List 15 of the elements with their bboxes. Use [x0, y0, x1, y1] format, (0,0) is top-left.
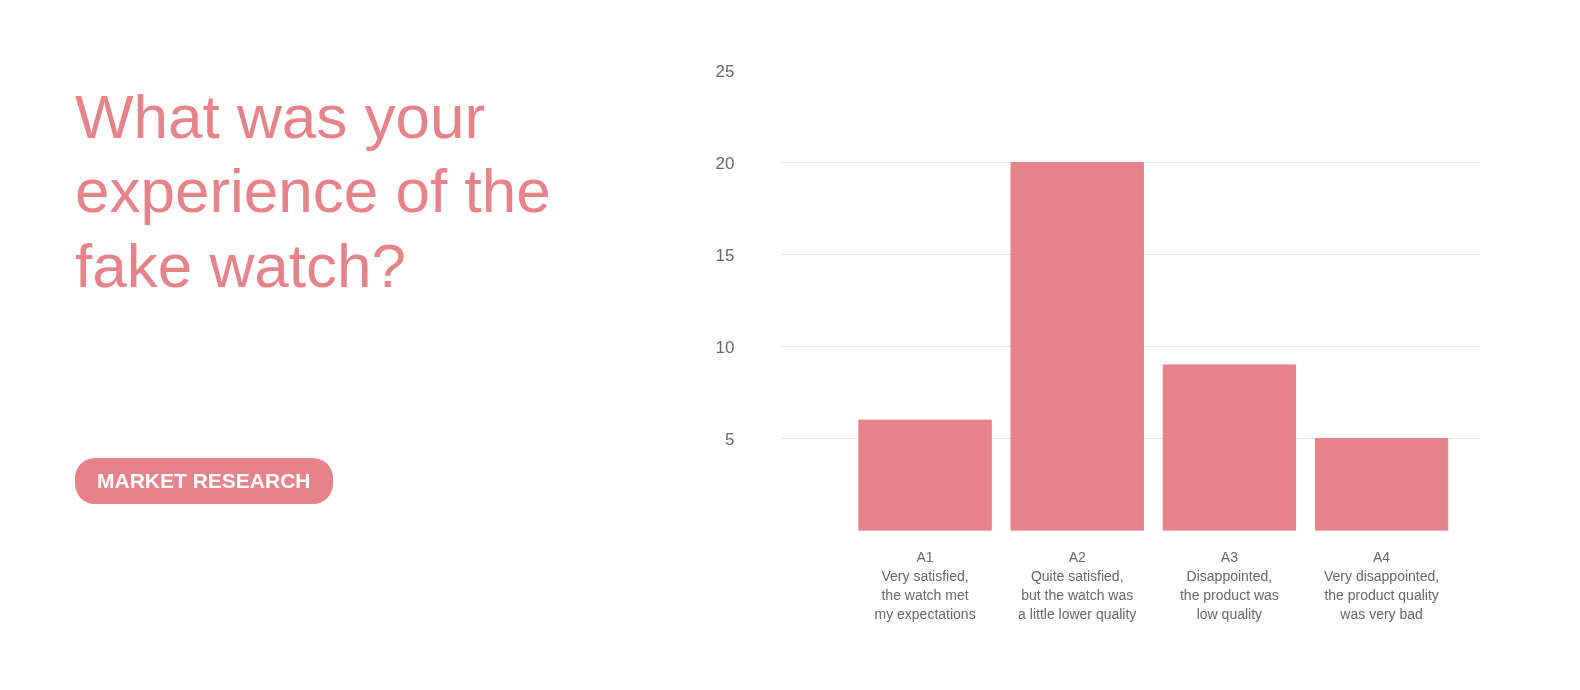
- bar: [1314, 438, 1449, 531]
- bar: [1162, 364, 1297, 531]
- x-tick-label: A2 Quite satisfied, but the watch was a little lower quality: [1018, 548, 1137, 623]
- text: What was your experience of the fake watch?: [75, 81, 552, 302]
- y-tick-label: 10: [715, 337, 735, 357]
- x-tick-label: A1 Very satisfied, the watch met my expectations: [874, 548, 976, 623]
- y-tick-label: 15: [715, 245, 735, 265]
- x-tick-label: A4 Very disappointed, the product quality was very bad: [1323, 548, 1440, 623]
- x-tick-label: A3 Disappointed, the product was low quality: [1180, 548, 1279, 623]
- y-tick-label: 25: [715, 61, 735, 81]
- y-tick-label: 20: [715, 153, 735, 173]
- y-tick-label: 5: [725, 429, 735, 449]
- bar: [858, 419, 992, 531]
- text: MARKET RESEARCH: [97, 468, 311, 495]
- bar: [1010, 162, 1144, 531]
